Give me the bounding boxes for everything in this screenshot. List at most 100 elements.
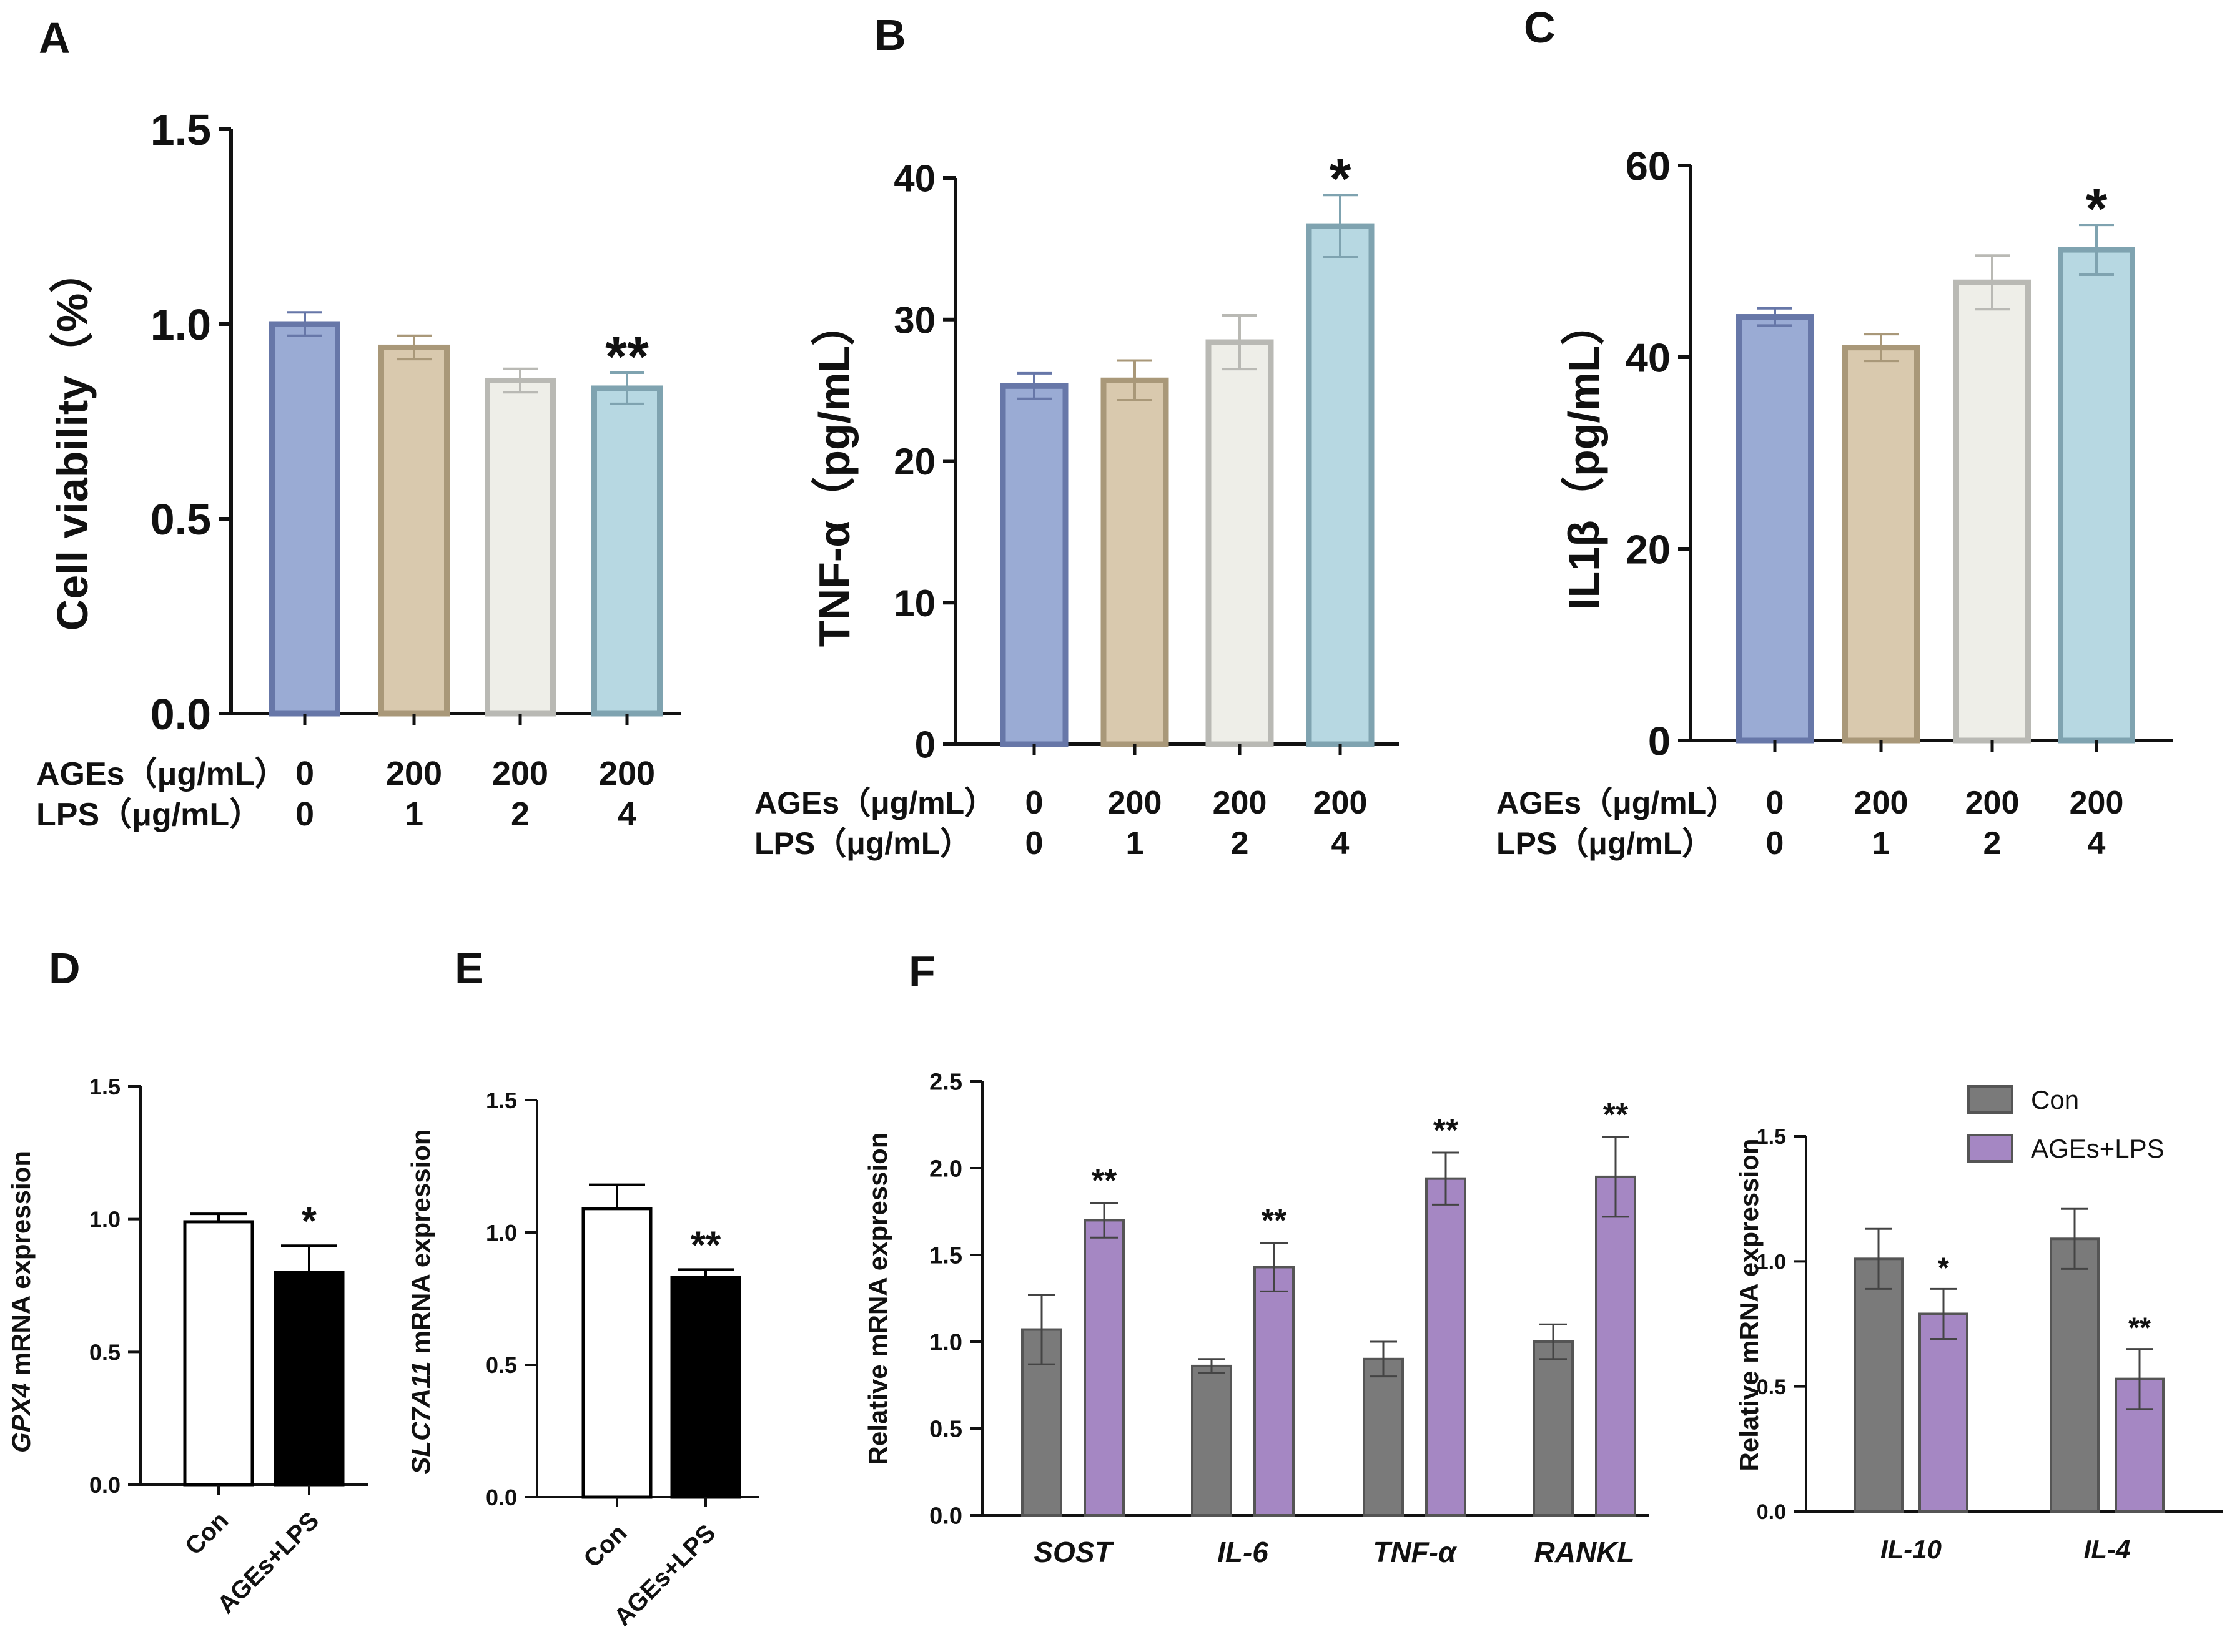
panel-f1-bar-con	[1363, 1357, 1404, 1517]
panel-f1-bar-con	[1533, 1340, 1574, 1517]
panel-b-y-tick-label: 20	[894, 441, 936, 483]
panel-d-letter: D	[49, 944, 81, 993]
panel-a-ages-value: 0	[295, 755, 314, 792]
panel-f2-significance-label: *	[1938, 1251, 1949, 1284]
panel-b-lps-row-label: LPS（μg/mL）	[754, 826, 971, 861]
panel-a-lps-value: 1	[405, 795, 423, 833]
panel-f1-bar-ages-lps	[1084, 1219, 1125, 1517]
panel-b-y-tick-label: 30	[894, 299, 936, 341]
panel-b-lps-value: 4	[1331, 825, 1350, 862]
panel-f1-bar-ages-lps	[1595, 1175, 1636, 1517]
panel-a-bar	[378, 344, 450, 717]
panel-c-lps-value: 0	[1766, 825, 1784, 862]
panel-c-lps-row-label: LPS（μg/mL）	[1496, 826, 1713, 861]
panel-e-significance-label: **	[691, 1224, 721, 1267]
panel-f2-y-axis-title: Relative mRNA expression	[1734, 1139, 1764, 1472]
panel-c-ages-row-label: AGEs（μg/mL）	[1496, 785, 1737, 820]
panel-f2-x-category-label: IL-4	[2084, 1535, 2131, 1564]
panel-a-bar	[485, 377, 556, 717]
panel-c-y-tick-label: 0	[1648, 718, 1671, 764]
panel-d-y-tick-label: 0.0	[89, 1472, 121, 1498]
panel-d-x-tick-label: Con	[180, 1507, 234, 1560]
panel-f2-y-tick-label: 0.5	[1757, 1375, 1786, 1399]
panel-e-y-axis-title-gene: SLC7A11	[406, 1361, 435, 1474]
panel-f1-x-category-label: RANKL	[1534, 1536, 1635, 1568]
panel-c-bar	[1953, 279, 2031, 744]
panel-a-lps-value: 4	[618, 795, 636, 833]
legend-label-ages-lps: AGEs+LPS	[2031, 1134, 2165, 1163]
panel-d-bar	[183, 1220, 254, 1487]
panel-b-bar	[1205, 339, 1274, 747]
panel-f1-significance-label: **	[1092, 1163, 1117, 1199]
panel-b-y-tick-label: 0	[915, 724, 936, 766]
panel-f1-y-tick-label: 0.5	[929, 1417, 962, 1443]
panel-a-lps-value: 0	[295, 795, 314, 833]
panel-e-bar	[670, 1276, 741, 1499]
panel-f1-x-category-label: SOST	[1034, 1536, 1114, 1568]
panel-c-lps-value: 1	[1872, 825, 1890, 862]
panel-a-ages-value: 200	[492, 755, 548, 792]
panel-f2-bar-ages-lps	[1918, 1312, 1968, 1513]
panel-a-y-tick-label: 0.5	[151, 495, 211, 544]
panel-d-y-tick-label: 1.0	[89, 1207, 121, 1232]
panel-f1-y-tick-label: 1.0	[929, 1330, 962, 1356]
panel-a-y-tick-label: 1.0	[151, 300, 211, 349]
panel-f1-significance-label: **	[1433, 1113, 1459, 1149]
panel-c-bar	[1842, 345, 1920, 744]
panel-d-bar	[274, 1271, 345, 1487]
panel-d-significance-label: *	[302, 1200, 317, 1243]
panel-a-significance-label: **	[605, 326, 649, 388]
panel-e-bar	[581, 1207, 653, 1499]
panel-b-ages-value: 0	[1025, 785, 1044, 821]
panel-f2-bar-con	[2050, 1237, 2100, 1513]
panel-c-bar	[2058, 247, 2135, 744]
panel-a-ages-row-label: AGEs（μg/mL）	[36, 756, 287, 792]
panel-a-ages-value: 200	[599, 755, 655, 792]
panel-e-letter: E	[455, 944, 484, 993]
legend-swatch-con	[1967, 1085, 2013, 1114]
panel-f1-y-axis-title: Relative mRNA expression	[863, 1133, 892, 1465]
panel-b-significance-label: *	[1329, 148, 1351, 210]
panel-a-bar	[591, 385, 663, 717]
panel-c-y-axis-title: IL1β（pg/mL）	[1559, 302, 1608, 610]
panel-d-y-tick-label: 1.5	[89, 1074, 121, 1099]
panel-b-ages-value: 200	[1213, 785, 1267, 821]
panel-b-bar	[1100, 377, 1169, 747]
panel-f2-y-tick-label: 0.0	[1757, 1500, 1786, 1524]
panel-f2-y-tick-label: 1.5	[1757, 1125, 1786, 1149]
panel-c-ages-value: 200	[1965, 785, 2020, 821]
panel-b-bar	[1000, 383, 1069, 747]
panel-f-letter: F	[909, 947, 936, 996]
panel-c-ages-value: 200	[1854, 785, 1909, 821]
panel-f1-y-tick-label: 1.5	[929, 1243, 962, 1269]
panel-d-y-axis-title-gene: GPX4	[6, 1383, 36, 1453]
panel-d-y-tick-label: 0.5	[89, 1339, 121, 1365]
panel-c-significance-label: *	[2085, 178, 2107, 240]
panel-b-bar	[1306, 223, 1375, 747]
panel-a-y-tick-label: 0.0	[151, 690, 211, 739]
panel-c-letter: C	[1524, 3, 1556, 52]
panel-a-letter: A	[39, 14, 71, 62]
panel-f1-significance-label: **	[1262, 1203, 1287, 1239]
panel-e-y-axis-title-rest: mRNA expression	[406, 1129, 435, 1361]
panel-f1-x-category-label: TNF-α	[1373, 1536, 1458, 1568]
panel-b-ages-value: 200	[1313, 785, 1368, 821]
panel-a-y-tick-label: 1.5	[151, 106, 211, 154]
panel-d-y-axis-title: GPX4 mRNA expression	[6, 1151, 36, 1453]
panel-c-y-tick-label: 20	[1626, 526, 1671, 572]
panel-f1-y-tick-label: 2.5	[929, 1069, 962, 1096]
panel-f1-y-tick-label: 2.0	[929, 1156, 962, 1182]
panel-e-x-tick-label: Con	[578, 1519, 632, 1573]
panel-a-lps-value: 2	[511, 795, 530, 833]
panel-f2-y-tick-label: 1.0	[1757, 1251, 1786, 1274]
panel-c-ages-value: 200	[2070, 785, 2124, 821]
panel-a-y-axis-title: Cell viability（%）	[48, 250, 97, 631]
panel-b-letter: B	[874, 11, 906, 59]
panel-c-lps-value: 2	[1983, 825, 2002, 862]
panel-e-y-tick-label: 0.5	[486, 1352, 517, 1378]
panel-c-ages-value: 0	[1766, 785, 1784, 821]
panel-a-lps-row-label: LPS（μg/mL）	[36, 797, 262, 833]
panel-f2-x-category-label: IL-10	[1880, 1535, 1942, 1564]
panel-b-ages-row-label: AGEs（μg/mL）	[754, 785, 995, 820]
panel-f1-bar-ages-lps	[1253, 1266, 1295, 1517]
